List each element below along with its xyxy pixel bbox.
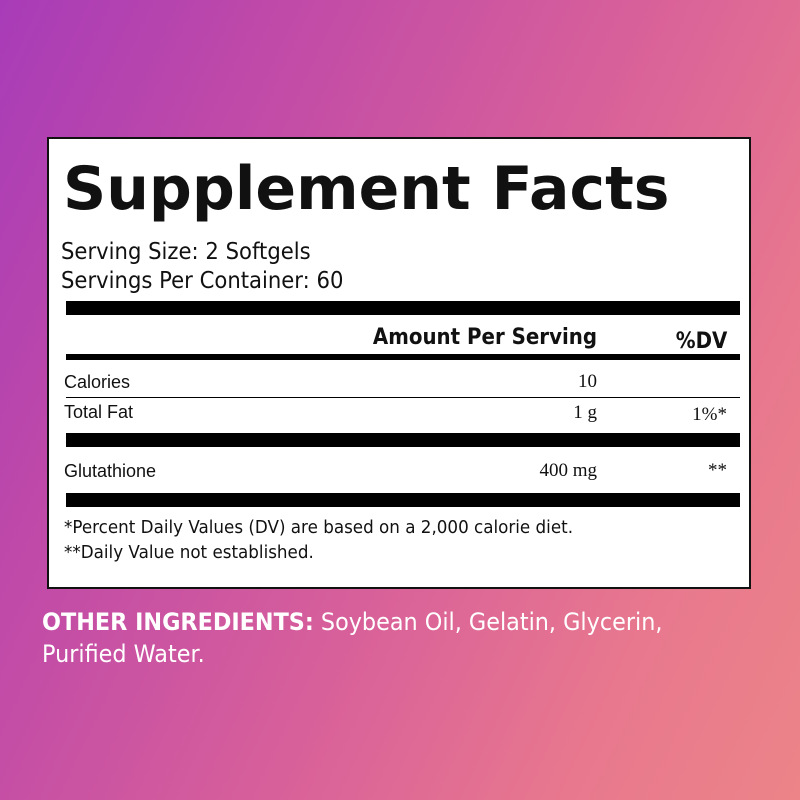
label-title: Supplement Facts <box>63 154 670 224</box>
header-dv: %DV <box>675 329 727 354</box>
other-ingredients-heading: OTHER INGREDIENTS: <box>42 608 314 636</box>
footnote-not-established: **Daily Value not established. <box>64 542 314 563</box>
row-name-glutathione: Glutathione <box>64 461 157 481</box>
footnote-dv: *Percent Daily Values (DV) are based on … <box>64 517 574 538</box>
row-name-calories: Calories <box>64 372 131 392</box>
row-amount-total-fat: 1 g <box>573 402 597 423</box>
other-ingredients-text: Soybean Oil, Gelatin, Glycerin, Purified… <box>42 608 663 668</box>
divider-thin <box>66 397 740 398</box>
row-amount-calories: 10 <box>578 371 597 392</box>
servings-per-container: Servings Per Container: 60 <box>61 268 344 294</box>
divider-thick <box>66 301 740 315</box>
divider-thick <box>66 493 740 507</box>
serving-size: Serving Size: 2 Softgels <box>61 239 311 265</box>
divider-thick <box>66 433 740 447</box>
row-dv-glutathione: ** <box>708 460 727 481</box>
row-amount-glutathione: 400 mg <box>539 460 597 481</box>
supplement-facts-label: Supplement Facts Serving Size: 2 Softgel… <box>47 137 751 589</box>
other-ingredients: OTHER INGREDIENTS: Soybean Oil, Gelatin,… <box>42 606 721 670</box>
row-name-total-fat: Total Fat <box>64 402 134 422</box>
header-amount: Amount Per Serving <box>372 325 597 350</box>
row-dv-total-fat: 1%* <box>692 404 727 425</box>
divider-medium <box>66 354 740 360</box>
